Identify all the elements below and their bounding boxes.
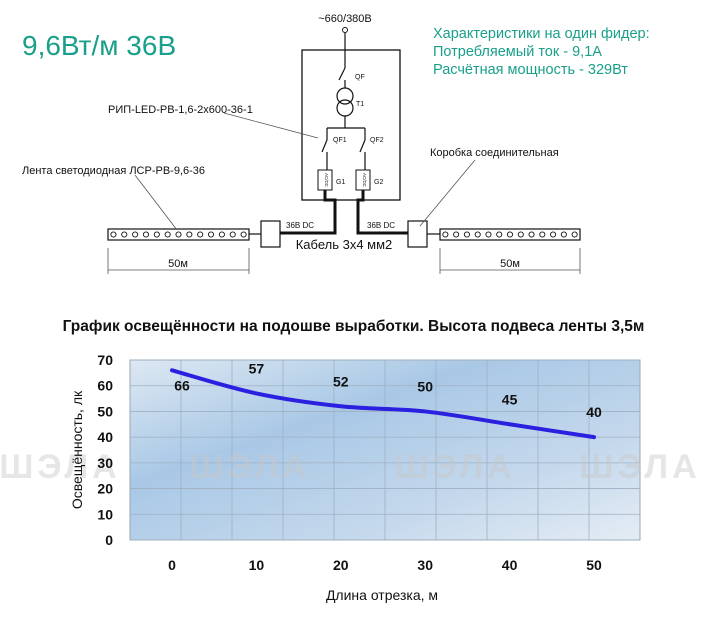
- led-bead: [506, 231, 514, 238]
- spec-heading: Характеристики на один фидер:: [433, 26, 650, 42]
- y-tick-label: 40: [97, 429, 113, 445]
- x-tick-label: 20: [333, 557, 349, 573]
- watermark: ШЭЛА: [394, 448, 515, 486]
- led-bead: [142, 231, 150, 238]
- data-label: 57: [249, 360, 265, 376]
- chart-title: График освещённости на подошве выработки…: [62, 318, 645, 335]
- led-bead: [442, 231, 449, 238]
- qf1-label: QF1: [333, 137, 347, 144]
- qf2-breaker: [359, 139, 366, 153]
- length-left-label: 50м: [168, 258, 188, 270]
- led-tape-left: [107, 228, 250, 241]
- led-bead: [474, 231, 481, 238]
- x-tick-label: 0: [168, 557, 176, 573]
- cable-left: [280, 190, 337, 235]
- led-bead: [560, 231, 567, 238]
- led-bead: [207, 231, 215, 238]
- x-tick-label: 40: [502, 557, 518, 573]
- led-bead: [517, 231, 524, 238]
- length-right-label: 50м: [500, 258, 520, 270]
- qf-label: QF: [355, 74, 365, 81]
- power-title: 9,6Вт/м 36В: [22, 30, 177, 61]
- rip-leader: [223, 112, 319, 139]
- led-bead: [132, 231, 139, 238]
- y-axis-ticks: 0 10 20 30 40 50 60 70: [97, 352, 113, 548]
- transformer-icon: [336, 87, 354, 105]
- junction-box-left: [260, 220, 281, 248]
- svg-text:AC/DC: AC/DC: [362, 173, 367, 188]
- watermark: ШЭЛА: [189, 448, 310, 486]
- led-bead: [528, 231, 535, 238]
- led-tape-right: [439, 228, 581, 241]
- spec-current: Потребляемый ток - 9,1А: [433, 44, 602, 60]
- qf2-label: QF2: [370, 137, 384, 144]
- led-bead: [110, 231, 117, 238]
- dc-right-label: 36В DC: [367, 221, 395, 230]
- data-label: 52: [333, 373, 349, 389]
- led-bead: [229, 231, 236, 238]
- rip-label: РИП-LED-РВ-1,6-2х600-36-1: [108, 104, 253, 116]
- supply-label: ~660/380В: [318, 13, 372, 25]
- y-tick-label: 10: [97, 506, 113, 522]
- watermark: ШЭЛА: [0, 448, 121, 486]
- y-tick-label: 20: [97, 481, 113, 497]
- y-tick-label: 50: [97, 403, 113, 419]
- led-bead: [153, 231, 160, 238]
- led-bead: [539, 231, 546, 238]
- junction-box-right: [407, 220, 428, 248]
- led-bead: [164, 231, 171, 238]
- illuminance-chart: ШЭЛА ШЭЛА ШЭЛА ШЭЛА 0 10 20 30 40 50 60 70 0 10 20 30…: [0, 352, 700, 603]
- led-bead: [218, 231, 225, 238]
- supply-terminal: [342, 27, 348, 33]
- data-labels: 66 57 52 50 45 40: [174, 360, 602, 420]
- x-axis-label: Длина отрезка, м: [326, 587, 438, 603]
- box-leader: [419, 159, 476, 227]
- led-bead: [197, 231, 204, 238]
- led-bead: [463, 231, 470, 238]
- dc-left-label: 36В DC: [286, 221, 314, 230]
- data-label: 40: [586, 404, 602, 420]
- y-axis-label: Освещённость, лк: [69, 390, 85, 509]
- series-line-illuminance: [170, 368, 596, 440]
- led-bead: [175, 231, 182, 238]
- grid: [130, 359, 640, 541]
- watermark: ШЭЛА: [579, 448, 700, 486]
- y-tick-label: 60: [97, 378, 113, 394]
- cable-label: Кабель 3х4 мм2: [296, 237, 393, 252]
- spec-power: Расчётная мощность - 329Вт: [433, 62, 628, 78]
- g1-label: G1: [336, 179, 345, 186]
- led-bead: [186, 231, 193, 238]
- y-tick-label: 30: [97, 455, 113, 471]
- power-supply-enclosure: [301, 49, 401, 201]
- box-label: Коробка соединительная: [430, 147, 559, 159]
- wiring-diagram: ~660/380В QF T1 QF1 QF2 AC/DC AC/DC G1 G…: [22, 13, 581, 274]
- x-axis-ticks: 0 10 20 30 40 50: [168, 557, 602, 573]
- led-bead: [453, 231, 460, 238]
- data-label: 50: [417, 378, 433, 394]
- t1-label: T1: [356, 101, 364, 108]
- x-tick-label: 30: [417, 557, 433, 573]
- qf1-breaker: [321, 139, 328, 153]
- led-bead: [121, 231, 128, 238]
- svg-text:AC/DC: AC/DC: [324, 173, 329, 188]
- x-tick-label: 10: [249, 557, 265, 573]
- y-tick-label: 0: [105, 532, 113, 548]
- y-tick-label: 70: [97, 352, 113, 368]
- led-bead: [485, 231, 492, 238]
- led-bead: [550, 231, 557, 238]
- data-label: 66: [174, 377, 190, 393]
- tape-leader: [134, 174, 178, 231]
- g2-label: G2: [374, 179, 383, 186]
- x-tick-label: 50: [586, 557, 602, 573]
- led-bead: [496, 231, 503, 238]
- qf-breaker: [338, 67, 346, 81]
- led-bead: [240, 231, 247, 238]
- led-bead: [571, 231, 578, 238]
- cable-right: [356, 190, 408, 235]
- tape-label: Лента светодиодная ЛСР-РВ-9,6-36: [22, 165, 205, 177]
- data-label: 45: [502, 391, 518, 407]
